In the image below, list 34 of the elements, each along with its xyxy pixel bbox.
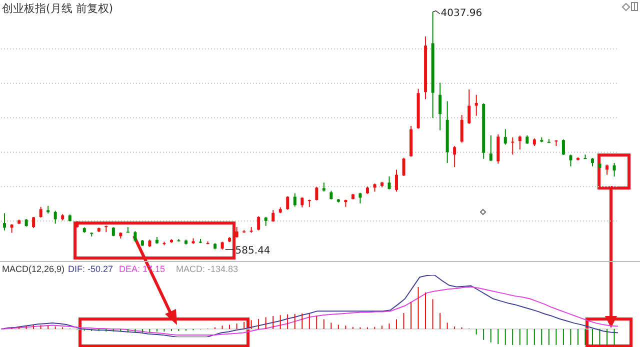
candlestick (315, 186, 318, 201)
candlestick (453, 145, 456, 168)
candlestick (308, 199, 311, 208)
candlestick (402, 157, 406, 176)
candlestick (235, 226, 238, 238)
text: MACD: -134.83 (176, 264, 238, 274)
candlestick (518, 135, 522, 150)
candlestick (286, 196, 290, 210)
candlestick (460, 114, 464, 144)
candlestick (511, 136, 514, 156)
candlestick (569, 154, 572, 167)
candlestick (504, 128, 507, 146)
candlestick (606, 164, 609, 176)
candlestick (468, 89, 471, 124)
candlestick (293, 192, 296, 208)
candlestick (474, 94, 478, 116)
chart-title: 创业板指(月线 前复权) (2, 1, 114, 16)
candlestick (358, 192, 362, 204)
candlestick (134, 230, 137, 242)
candlestick (562, 138, 565, 156)
candlestick (612, 162, 616, 177)
candlestick (3, 212, 6, 231)
candlestick (32, 216, 36, 229)
annotation: 4037.96 (440, 8, 482, 19)
annotation: 585.44 (235, 246, 270, 257)
candlestick (39, 206, 42, 218)
text: DIF: -50.27 (68, 264, 114, 274)
candlestick (438, 82, 442, 131)
chart-title: MACD(12,26,9) (2, 264, 65, 274)
candlestick (395, 169, 398, 192)
candlestick (54, 210, 57, 224)
candlestick (388, 176, 391, 190)
candlestick (489, 134, 492, 162)
candlestick (257, 216, 260, 231)
